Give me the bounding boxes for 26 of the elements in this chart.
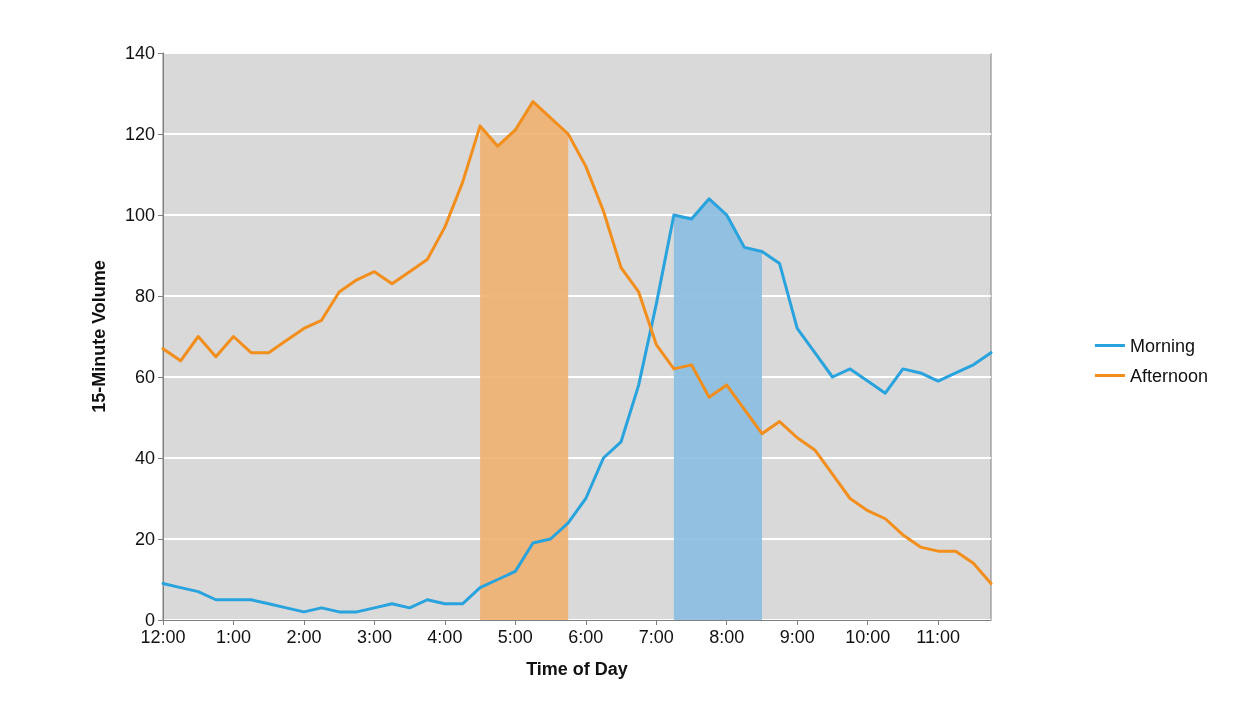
x-tick-label: 6:00	[568, 627, 604, 647]
y-tick-label: 120	[124, 124, 155, 144]
x-tick-label: 12:00	[140, 627, 186, 647]
y-tick-label: 140	[124, 43, 155, 63]
x-tick-label: 11:00	[916, 627, 961, 647]
x-tick-label: 2:00	[286, 627, 322, 647]
y-tick-label: 100	[124, 205, 155, 225]
y-axis-title: 15-Minute Volume	[89, 260, 109, 413]
x-tick-label: 9:00	[779, 627, 815, 647]
x-tick-label: 10:00	[845, 627, 891, 647]
x-tick-label: 4:00	[427, 627, 463, 647]
x-tick-label: 5:00	[497, 627, 533, 647]
y-tick-label: 60	[134, 367, 155, 387]
line-series	[161, 197, 993, 614]
y-tick-label: 80	[134, 286, 155, 306]
x-axis-title: Time of Day	[526, 659, 628, 679]
x-tick-label: 3:00	[356, 627, 392, 647]
legend-label: Morning	[1129, 335, 1195, 356]
y-tick-label: 20	[134, 529, 155, 549]
legend-label: Afternoon	[1129, 365, 1209, 386]
y-tick-label: 40	[134, 448, 155, 468]
y-tick-label: 0	[144, 610, 155, 630]
line-series	[161, 100, 993, 586]
x-tick-label: 1:00	[215, 627, 251, 647]
x-tick-label: 7:00	[638, 627, 674, 647]
x-tick-label: 8:00	[709, 627, 745, 647]
